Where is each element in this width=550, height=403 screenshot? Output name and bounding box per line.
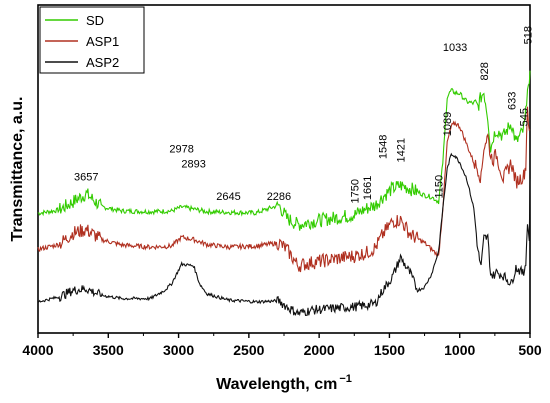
legend: SD ASP1 ASP2 bbox=[39, 6, 145, 74]
peak-label-828: 828 bbox=[479, 62, 491, 80]
x-tick-label: 1000 bbox=[444, 342, 475, 358]
peak-label-1089: 1089 bbox=[442, 112, 454, 136]
peak-label-1150: 1150 bbox=[434, 175, 446, 199]
peak-label-2978: 2978 bbox=[169, 144, 193, 156]
peak-label-633: 633 bbox=[506, 92, 518, 110]
x-tick-label: 3000 bbox=[163, 342, 194, 358]
x-tick-label: 4000 bbox=[22, 342, 53, 358]
peak-label-518: 518 bbox=[522, 26, 534, 44]
series-line-asp2 bbox=[37, 152, 531, 317]
peak-annotations: 3657 2978 2893 2645 2286 1750 1661 1548 1421 1150… bbox=[74, 26, 534, 203]
x-tick-label: 2500 bbox=[233, 342, 264, 358]
legend-label-asp2: ASP2 bbox=[86, 55, 119, 70]
series-layer bbox=[37, 70, 531, 317]
series-line-asp1 bbox=[37, 106, 531, 273]
series-line-sd bbox=[37, 70, 531, 231]
peak-label-2645: 2645 bbox=[216, 191, 240, 203]
legend-label-asp1: ASP1 bbox=[86, 34, 119, 49]
legend-label-sd: SD bbox=[86, 13, 104, 28]
peak-label-1750: 1750 bbox=[349, 179, 361, 203]
peak-label-1033: 1033 bbox=[443, 42, 467, 54]
x-tick-label: 2000 bbox=[304, 342, 335, 358]
peak-label-1661: 1661 bbox=[362, 176, 374, 200]
x-tick-label: 1500 bbox=[374, 342, 405, 358]
x-axis-title-superscript: −1 bbox=[339, 373, 352, 385]
peak-label-1421: 1421 bbox=[396, 138, 408, 162]
peak-label-2286: 2286 bbox=[267, 191, 291, 203]
peak-label-3657: 3657 bbox=[74, 171, 98, 183]
x-axis-title-main: Wavelength, cm bbox=[216, 376, 337, 393]
x-axis-title: Wavelength, cm −1 bbox=[216, 373, 352, 393]
peak-label-2893: 2893 bbox=[181, 158, 205, 170]
x-axis: 4000 3500 3000 2500 2000 1500 1000 500 bbox=[22, 333, 542, 358]
x-tick-label: 3500 bbox=[93, 342, 124, 358]
peak-label-545: 545 bbox=[519, 108, 531, 126]
y-axis-title: Transmittance, a.u. bbox=[9, 97, 26, 242]
x-tick-label: 500 bbox=[518, 342, 542, 358]
peak-label-1548: 1548 bbox=[378, 135, 390, 159]
